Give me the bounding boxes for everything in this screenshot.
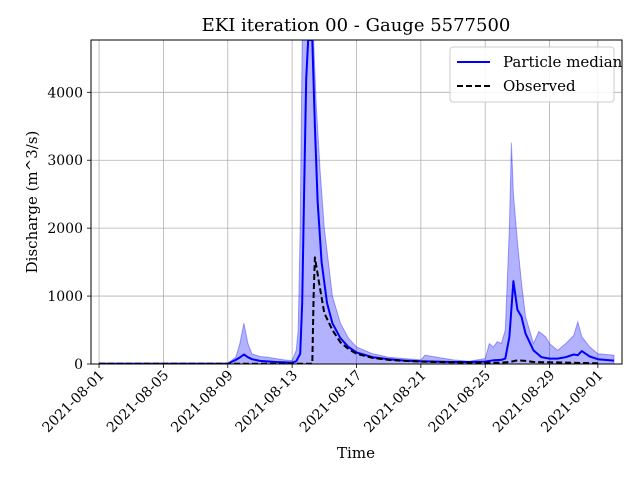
- y-tick-label: 4000: [47, 85, 83, 101]
- x-axis-label: Time: [337, 444, 375, 462]
- chart-title: EKI iteration 00 - Gauge 5577500: [202, 15, 511, 36]
- legend-median-label: Particle median: [503, 53, 623, 71]
- y-tick-label: 0: [74, 357, 83, 373]
- y-axis-label: Discharge (m^3/s): [23, 131, 41, 274]
- y-tick-label: 2000: [47, 221, 83, 237]
- uncertainty-band: [98, 40, 615, 364]
- y-tick-label: 1000: [47, 289, 83, 305]
- y-tick-label: 3000: [47, 153, 83, 169]
- plot-area: [98, 40, 615, 364]
- legend-box: [449, 46, 615, 103]
- legend: Particle median Observed: [449, 46, 623, 103]
- observed-line: [99, 256, 598, 364]
- legend-observed-label: Observed: [503, 77, 576, 95]
